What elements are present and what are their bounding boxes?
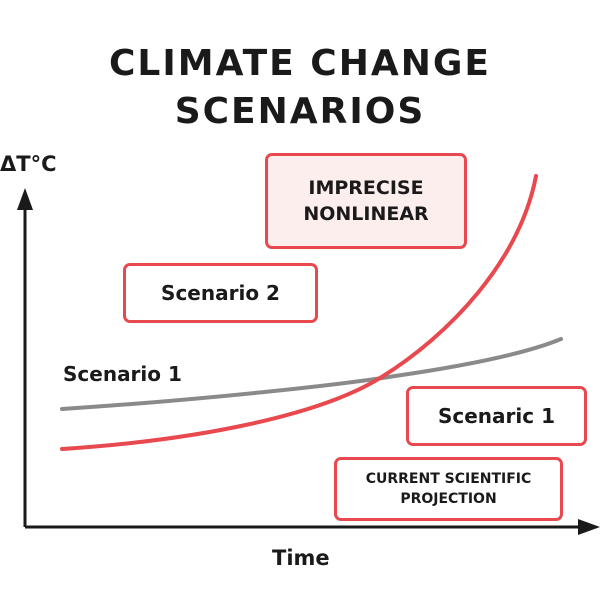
scenario-1-curve-label: Scenario 1 [63, 362, 182, 386]
current-projection-label: CURRENT SCIENTIFIC PROJECTION [365, 471, 532, 507]
y-axis-label: ΔT°C [0, 152, 57, 176]
scenario-2-label: Scenario 2 [161, 281, 280, 305]
nonlinear-projection-curve [60, 174, 538, 451]
title-line-1: CLIMATE CHANGE [108, 43, 491, 84]
x-axis-label: Time [272, 546, 330, 570]
scenaric-1-label: Scenaric 1 [437, 404, 555, 428]
x-axis-arrowhead [578, 519, 600, 535]
y-axis-arrowhead [17, 188, 33, 210]
scenaric-1-box: Scenaric 1 [406, 386, 587, 446]
diagram-title: CLIMATE CHANGE SCENARIOS [0, 40, 600, 136]
title-line-2: SCENARIOS [174, 91, 426, 132]
scenario-2-box: Scenario 2 [123, 263, 318, 323]
imprecise-nonlinear-box: IMPRECISE NONLINEAR [265, 153, 467, 249]
current-projection-box: CURRENT SCIENTIFIC PROJECTION [334, 457, 563, 521]
imprecise-nonlinear-label: IMPRECISE NONLINEAR [303, 177, 429, 225]
